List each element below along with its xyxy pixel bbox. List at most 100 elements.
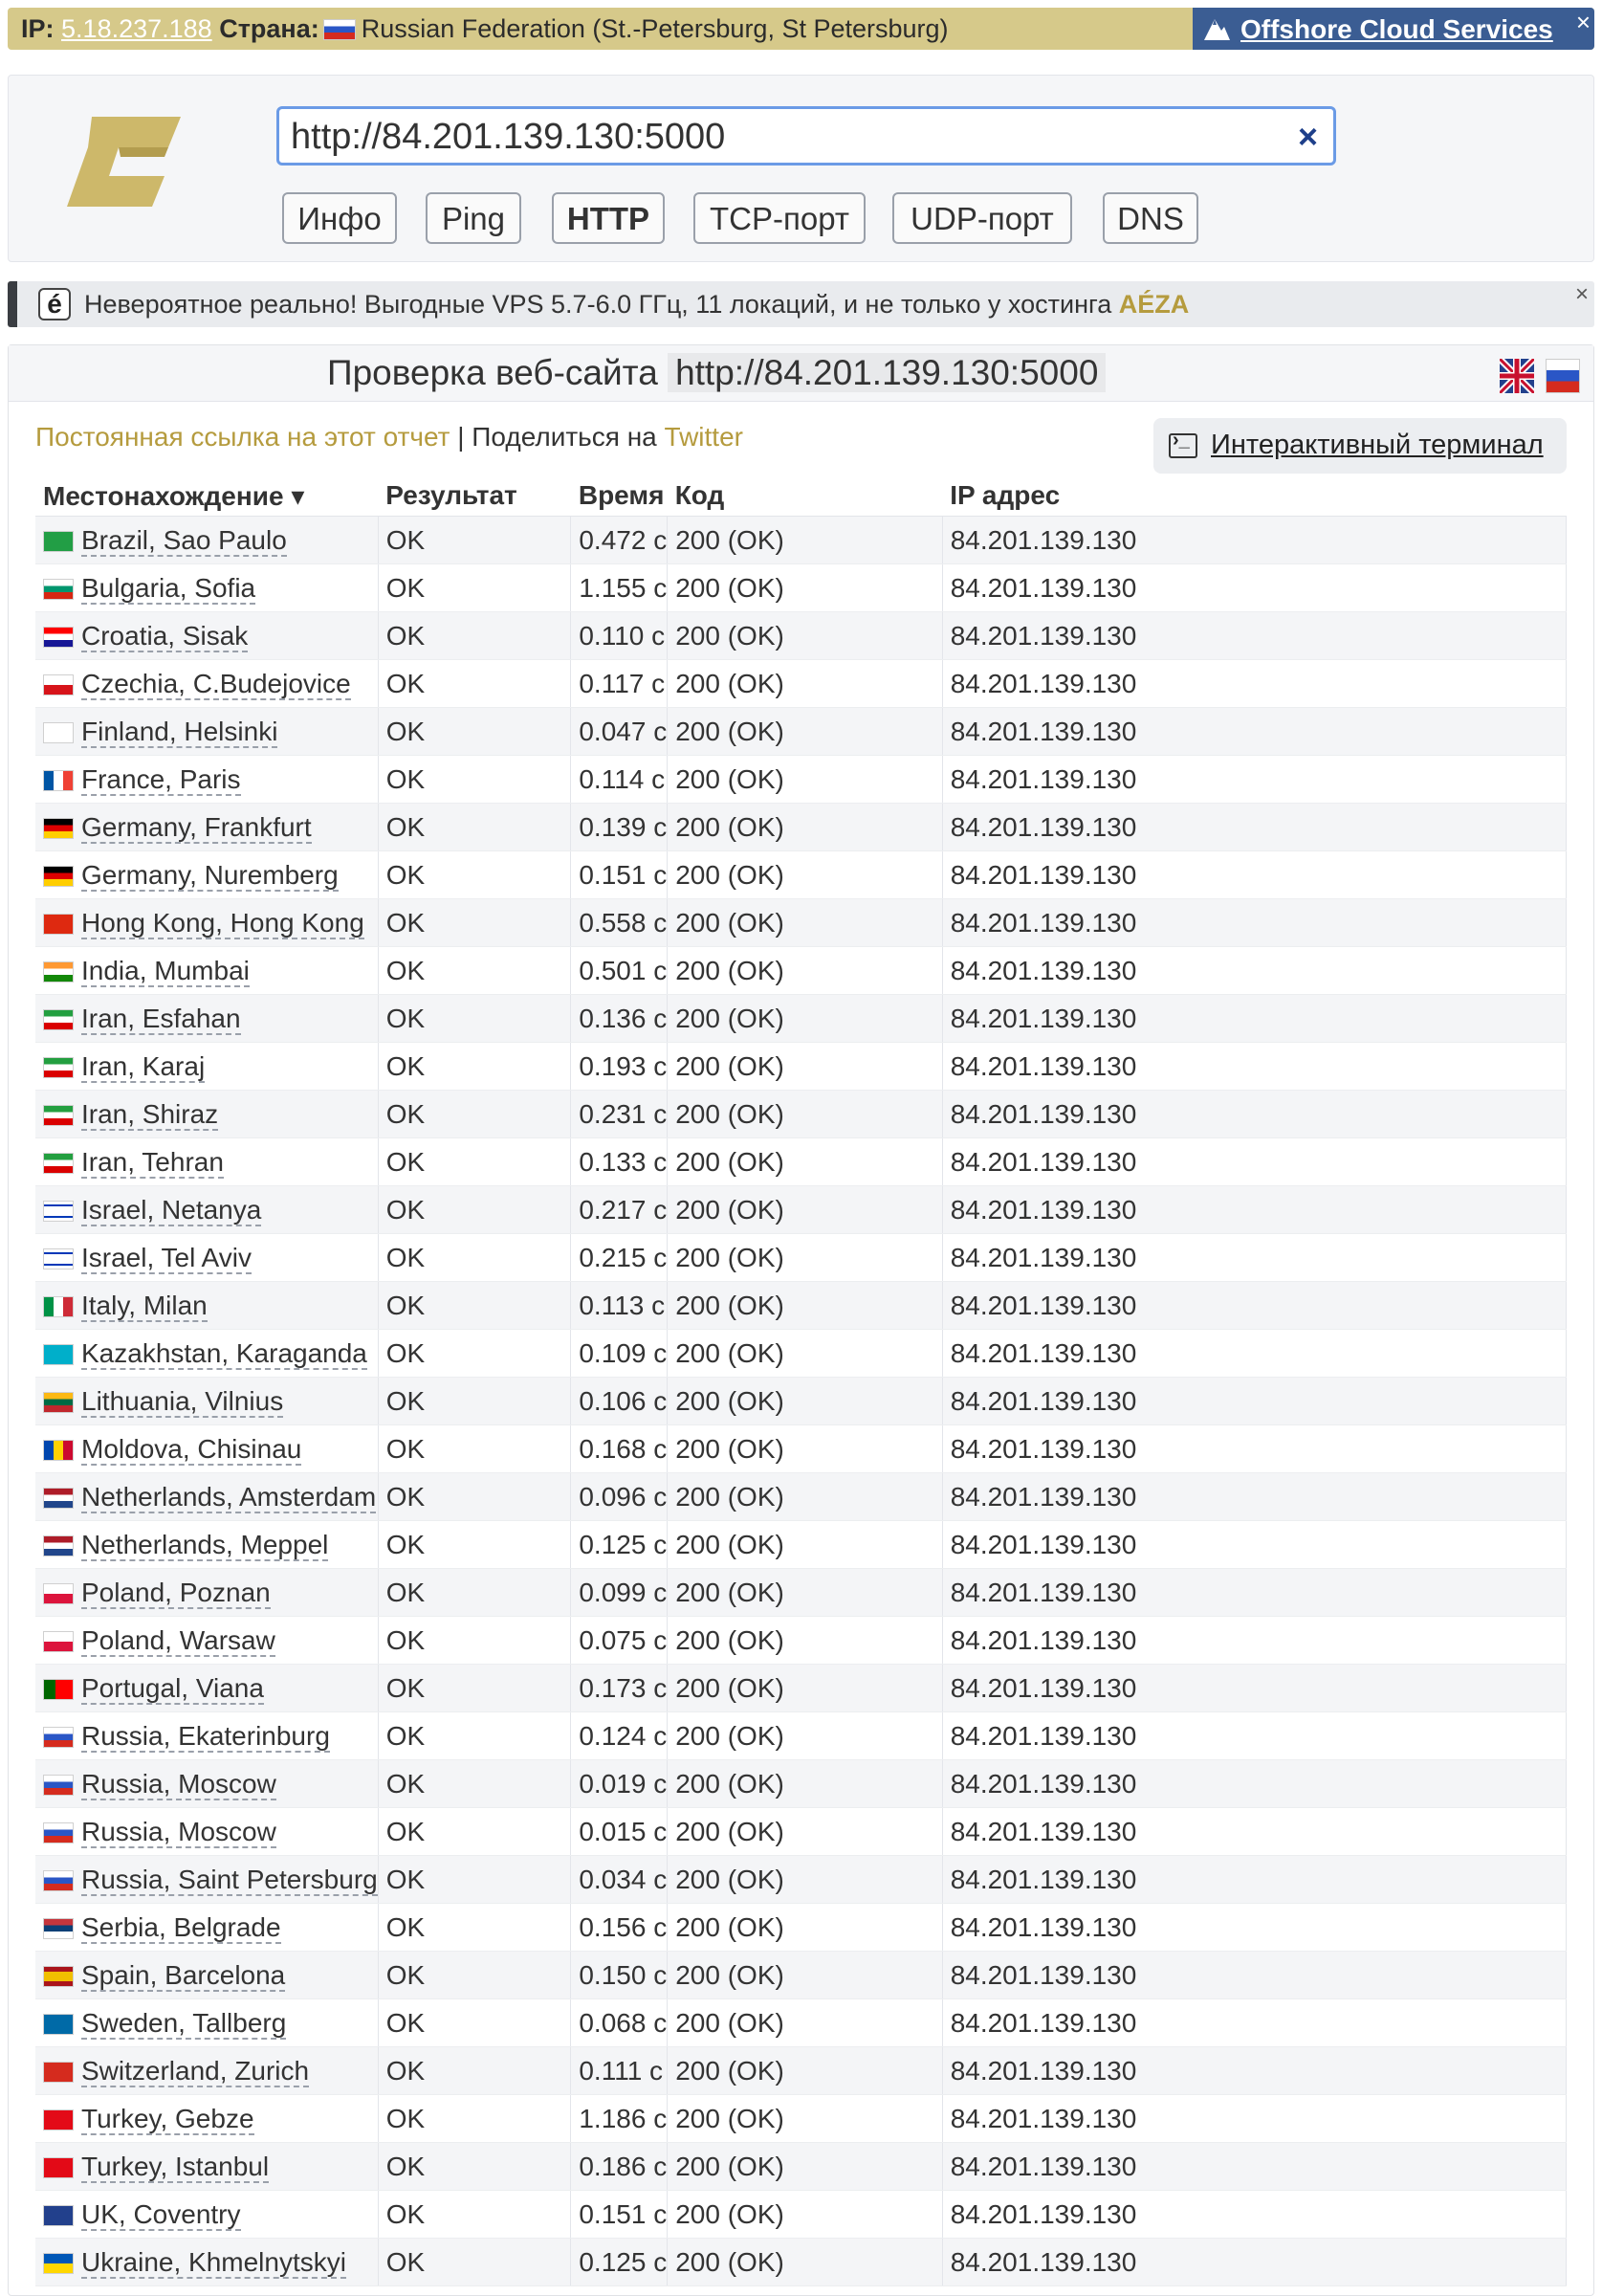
cell-time: 0.472 с — [570, 516, 669, 564]
col-location-header[interactable]: Местонахождение ▾ — [35, 475, 379, 517]
cell-location: Turkey, Gebze — [35, 2094, 379, 2143]
location-link[interactable]: Italy, Milan — [81, 1290, 208, 1322]
cell-code: 200 (OK) — [667, 850, 943, 899]
cell-location: Hong Kong, Hong Kong — [35, 898, 379, 947]
location-link[interactable]: Moldova, Chisinau — [81, 1433, 302, 1466]
twitter-link[interactable]: Twitter — [664, 422, 743, 452]
location-link[interactable]: Portugal, Viana — [81, 1672, 264, 1705]
location-link[interactable]: Poland, Poznan — [81, 1577, 271, 1609]
cell-time: 0.047 с — [570, 707, 669, 756]
de-flag-icon — [43, 817, 74, 839]
tab-ping[interactable]: Ping — [426, 192, 521, 244]
cell-ip: 84.201.139.130 — [942, 1281, 1568, 1330]
location-link[interactable]: Netherlands, Amsterdam — [81, 1481, 377, 1513]
english-flag-icon[interactable] — [1500, 359, 1534, 393]
russian-flag-icon[interactable] — [1546, 359, 1580, 393]
location-link[interactable]: France, Paris — [81, 763, 241, 796]
location-link[interactable]: Russia, Ekaterinburg — [81, 1720, 330, 1753]
location-link[interactable]: Finland, Helsinki — [81, 716, 278, 748]
offshore-promo-link[interactable]: Offshore Cloud Services × — [1193, 8, 1594, 50]
location-link[interactable]: Spain, Barcelona — [81, 1959, 286, 1992]
ad-banner[interactable]: é Невероятное реально! Выгодные VPS 5.7-… — [8, 281, 1594, 327]
location-link[interactable]: Brazil, Sao Paulo — [81, 524, 287, 557]
ip-link[interactable]: 5.18.237.188 — [61, 14, 212, 43]
location-link[interactable]: Serbia, Belgrade — [81, 1911, 281, 1944]
location-link[interactable]: Russia, Moscow — [81, 1816, 276, 1848]
location-link[interactable]: Kazakhstan, Karaganda — [81, 1337, 367, 1370]
cell-result: OK — [378, 1424, 572, 1473]
cell-code: 200 (OK) — [667, 946, 943, 995]
location-link[interactable]: Iran, Shiraz — [81, 1098, 219, 1131]
cell-ip: 84.201.139.130 — [942, 707, 1568, 756]
location-link[interactable]: Turkey, Gebze — [81, 2103, 254, 2135]
location-link[interactable]: Iran, Tehran — [81, 1146, 224, 1179]
cell-location: Russia, Saint Petersburg — [35, 1855, 379, 1904]
tab-udp-port[interactable]: UDP-порт — [892, 192, 1072, 244]
location-link[interactable]: Netherlands, Meppel — [81, 1529, 329, 1561]
close-promo-icon[interactable]: × — [1575, 8, 1591, 36]
location-link[interactable]: Hong Kong, Hong Kong — [81, 907, 364, 939]
location-link[interactable]: Bulgaria, Sofia — [81, 572, 256, 605]
ad-brand[interactable]: AÉZA — [1118, 290, 1190, 319]
table-row: Russia, Saint Petersburg OK 0.034 с 200 (OK… — [35, 1855, 1568, 1904]
location-link[interactable]: Israel, Netanya — [81, 1194, 262, 1226]
cell-time: 0.111 с — [570, 2046, 669, 2095]
location-link[interactable]: Israel, Tel Aviv — [81, 1242, 252, 1274]
location-link[interactable]: Czechia, C.Budejovice — [81, 668, 351, 700]
location-link[interactable]: Russia, Moscow — [81, 1768, 276, 1800]
clear-input-icon[interactable]: × — [1297, 117, 1318, 156]
cell-ip: 84.201.139.130 — [942, 1042, 1568, 1091]
cell-ip: 84.201.139.130 — [942, 803, 1568, 851]
col-ip-header: IP адрес — [942, 475, 1567, 517]
location-link[interactable]: Germany, Nuremberg — [81, 859, 339, 892]
interactive-terminal-button[interactable]: Интерактивный терминал — [1153, 418, 1567, 474]
location-link[interactable]: Russia, Saint Petersburg — [81, 1864, 378, 1896]
location-link[interactable]: Iran, Karaj — [81, 1050, 206, 1083]
cell-code: 200 (OK) — [667, 1951, 943, 1999]
permalink-link[interactable]: Постоянная ссылка на этот отчет — [35, 422, 450, 452]
cell-time: 0.151 с — [570, 2190, 669, 2239]
url-input[interactable]: http://84.201.139.130:5000 × — [276, 106, 1336, 166]
it-flag-icon — [43, 1295, 74, 1317]
md-flag-icon — [43, 1439, 74, 1461]
tab-http[interactable]: HTTP — [552, 192, 665, 244]
table-row: Lithuania, Vilnius OK 0.106 с 200 (OK) 84.20… — [35, 1377, 1568, 1425]
location-link[interactable]: Germany, Frankfurt — [81, 811, 312, 844]
table-row: Hong Kong, Hong Kong OK 0.558 с 200 (OK) 84.… — [35, 898, 1568, 947]
ir-flag-icon — [43, 1056, 74, 1078]
tab-info[interactable]: Инфо — [282, 192, 397, 244]
location-link[interactable]: India, Mumbai — [81, 955, 250, 987]
cell-time: 0.133 с — [570, 1137, 669, 1186]
cell-location: Poland, Warsaw — [35, 1616, 379, 1665]
cell-code: 200 (OK) — [667, 707, 943, 756]
se-flag-icon — [43, 2013, 74, 2035]
cell-code: 200 (OK) — [667, 1424, 943, 1473]
report-url: http://84.201.139.130:5000 — [668, 353, 1107, 392]
cell-result: OK — [378, 1998, 572, 2047]
cell-result: OK — [378, 1329, 572, 1378]
tab-dns[interactable]: DNS — [1103, 192, 1198, 244]
tab-tcp-port[interactable]: TCP-порт — [693, 192, 866, 244]
table-row: Turkey, Istanbul OK 0.186 с 200 (OK) 84.201.… — [35, 2142, 1568, 2191]
location-link[interactable]: UK, Coventry — [81, 2198, 241, 2231]
cell-ip: 84.201.139.130 — [942, 1664, 1568, 1712]
col-code-header: Код — [667, 475, 943, 517]
location-link[interactable]: Switzerland, Zurich — [81, 2055, 310, 2087]
location-link[interactable]: Ukraine, Khmelnytskyi — [81, 2246, 346, 2279]
cell-result: OK — [378, 1568, 572, 1617]
location-link[interactable]: Turkey, Istanbul — [81, 2151, 270, 2183]
cell-ip: 84.201.139.130 — [942, 1377, 1568, 1425]
location-link[interactable]: Lithuania, Vilnius — [81, 1385, 284, 1418]
cell-location: Kazakhstan, Karaganda — [35, 1329, 379, 1378]
results-body: Brazil, Sao Paulo OK 0.472 с 200 (OK) 84.201… — [35, 516, 1568, 2286]
cell-code: 200 (OK) — [667, 1998, 943, 2047]
cell-time: 0.186 с — [570, 2142, 669, 2191]
cell-ip: 84.201.139.130 — [942, 1424, 1568, 1473]
cell-time: 0.231 с — [570, 1090, 669, 1138]
location-link[interactable]: Croatia, Sisak — [81, 620, 249, 652]
location-link[interactable]: Poland, Warsaw — [81, 1624, 275, 1657]
close-ad-icon[interactable]: × — [1574, 281, 1589, 307]
location-link[interactable]: Sweden, Tallberg — [81, 2007, 287, 2040]
table-row: Portugal, Viana OK 0.173 с 200 (OK) 84.201.1… — [35, 1664, 1568, 1712]
location-link[interactable]: Iran, Esfahan — [81, 1003, 241, 1035]
